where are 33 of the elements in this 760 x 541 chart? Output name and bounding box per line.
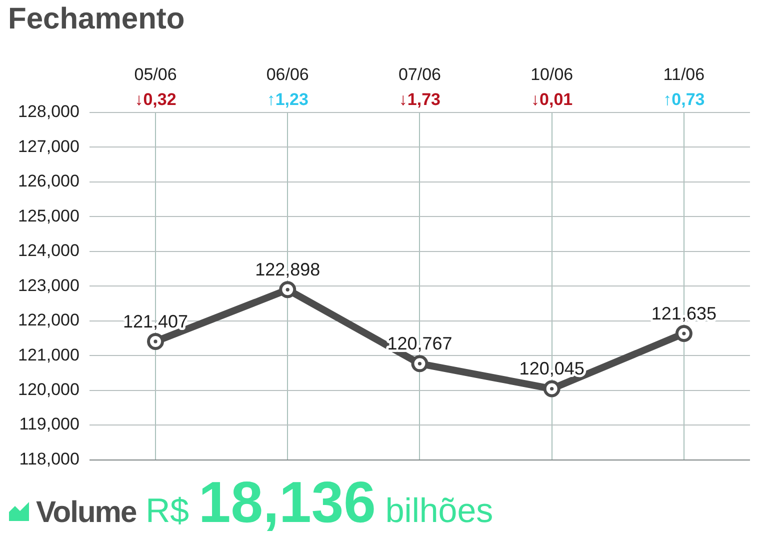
point (675, 325, 692, 342)
text: ↓1,73 (398, 90, 441, 110)
data-label: 121,407 (122, 311, 188, 332)
x-tick-label: 11/06 (663, 64, 705, 84)
x-tick-label: 07/06 (398, 64, 441, 84)
y-tick-label: 123,000 (18, 276, 80, 295)
chart-title: Fechamento (8, 2, 185, 36)
point (279, 281, 296, 298)
x-tick-label: 06/06 (266, 64, 309, 84)
x-tick-label: 10/06 (530, 64, 574, 84)
y-tick-label: 122,000 (18, 310, 80, 330)
data-label: 121,635 (651, 303, 716, 324)
y-tick-label: 124,000 (18, 241, 80, 260)
point (147, 332, 164, 350)
y-tick-label: 119,000 (19, 414, 80, 434)
text: Volume R$ 18,136 bilhões (36, 470, 494, 535)
text: ↑1,23 (266, 90, 308, 110)
y-tick-label: 126,000 (18, 172, 80, 191)
y-tick-label: 125,000 (18, 206, 80, 226)
y-tick-label: 121,000 (18, 345, 80, 364)
data-label: 122,898 (255, 260, 320, 280)
x-tick-label: 05/06 (134, 64, 177, 84)
point (411, 355, 428, 372)
text: ↓0,32 (134, 90, 176, 110)
y-tick-label: 118,000 (19, 449, 80, 468)
y-tick-label: 120,000 (18, 380, 80, 400)
text: ↑0,73 (663, 90, 705, 110)
y-tick-label: 128,000 (18, 102, 80, 122)
point (543, 380, 560, 398)
data-label: 120,767 (387, 334, 452, 354)
text: ↓0,01 (531, 90, 573, 110)
data-label: 120,045 (519, 358, 584, 379)
y-tick-label: 127,000 (18, 136, 80, 156)
